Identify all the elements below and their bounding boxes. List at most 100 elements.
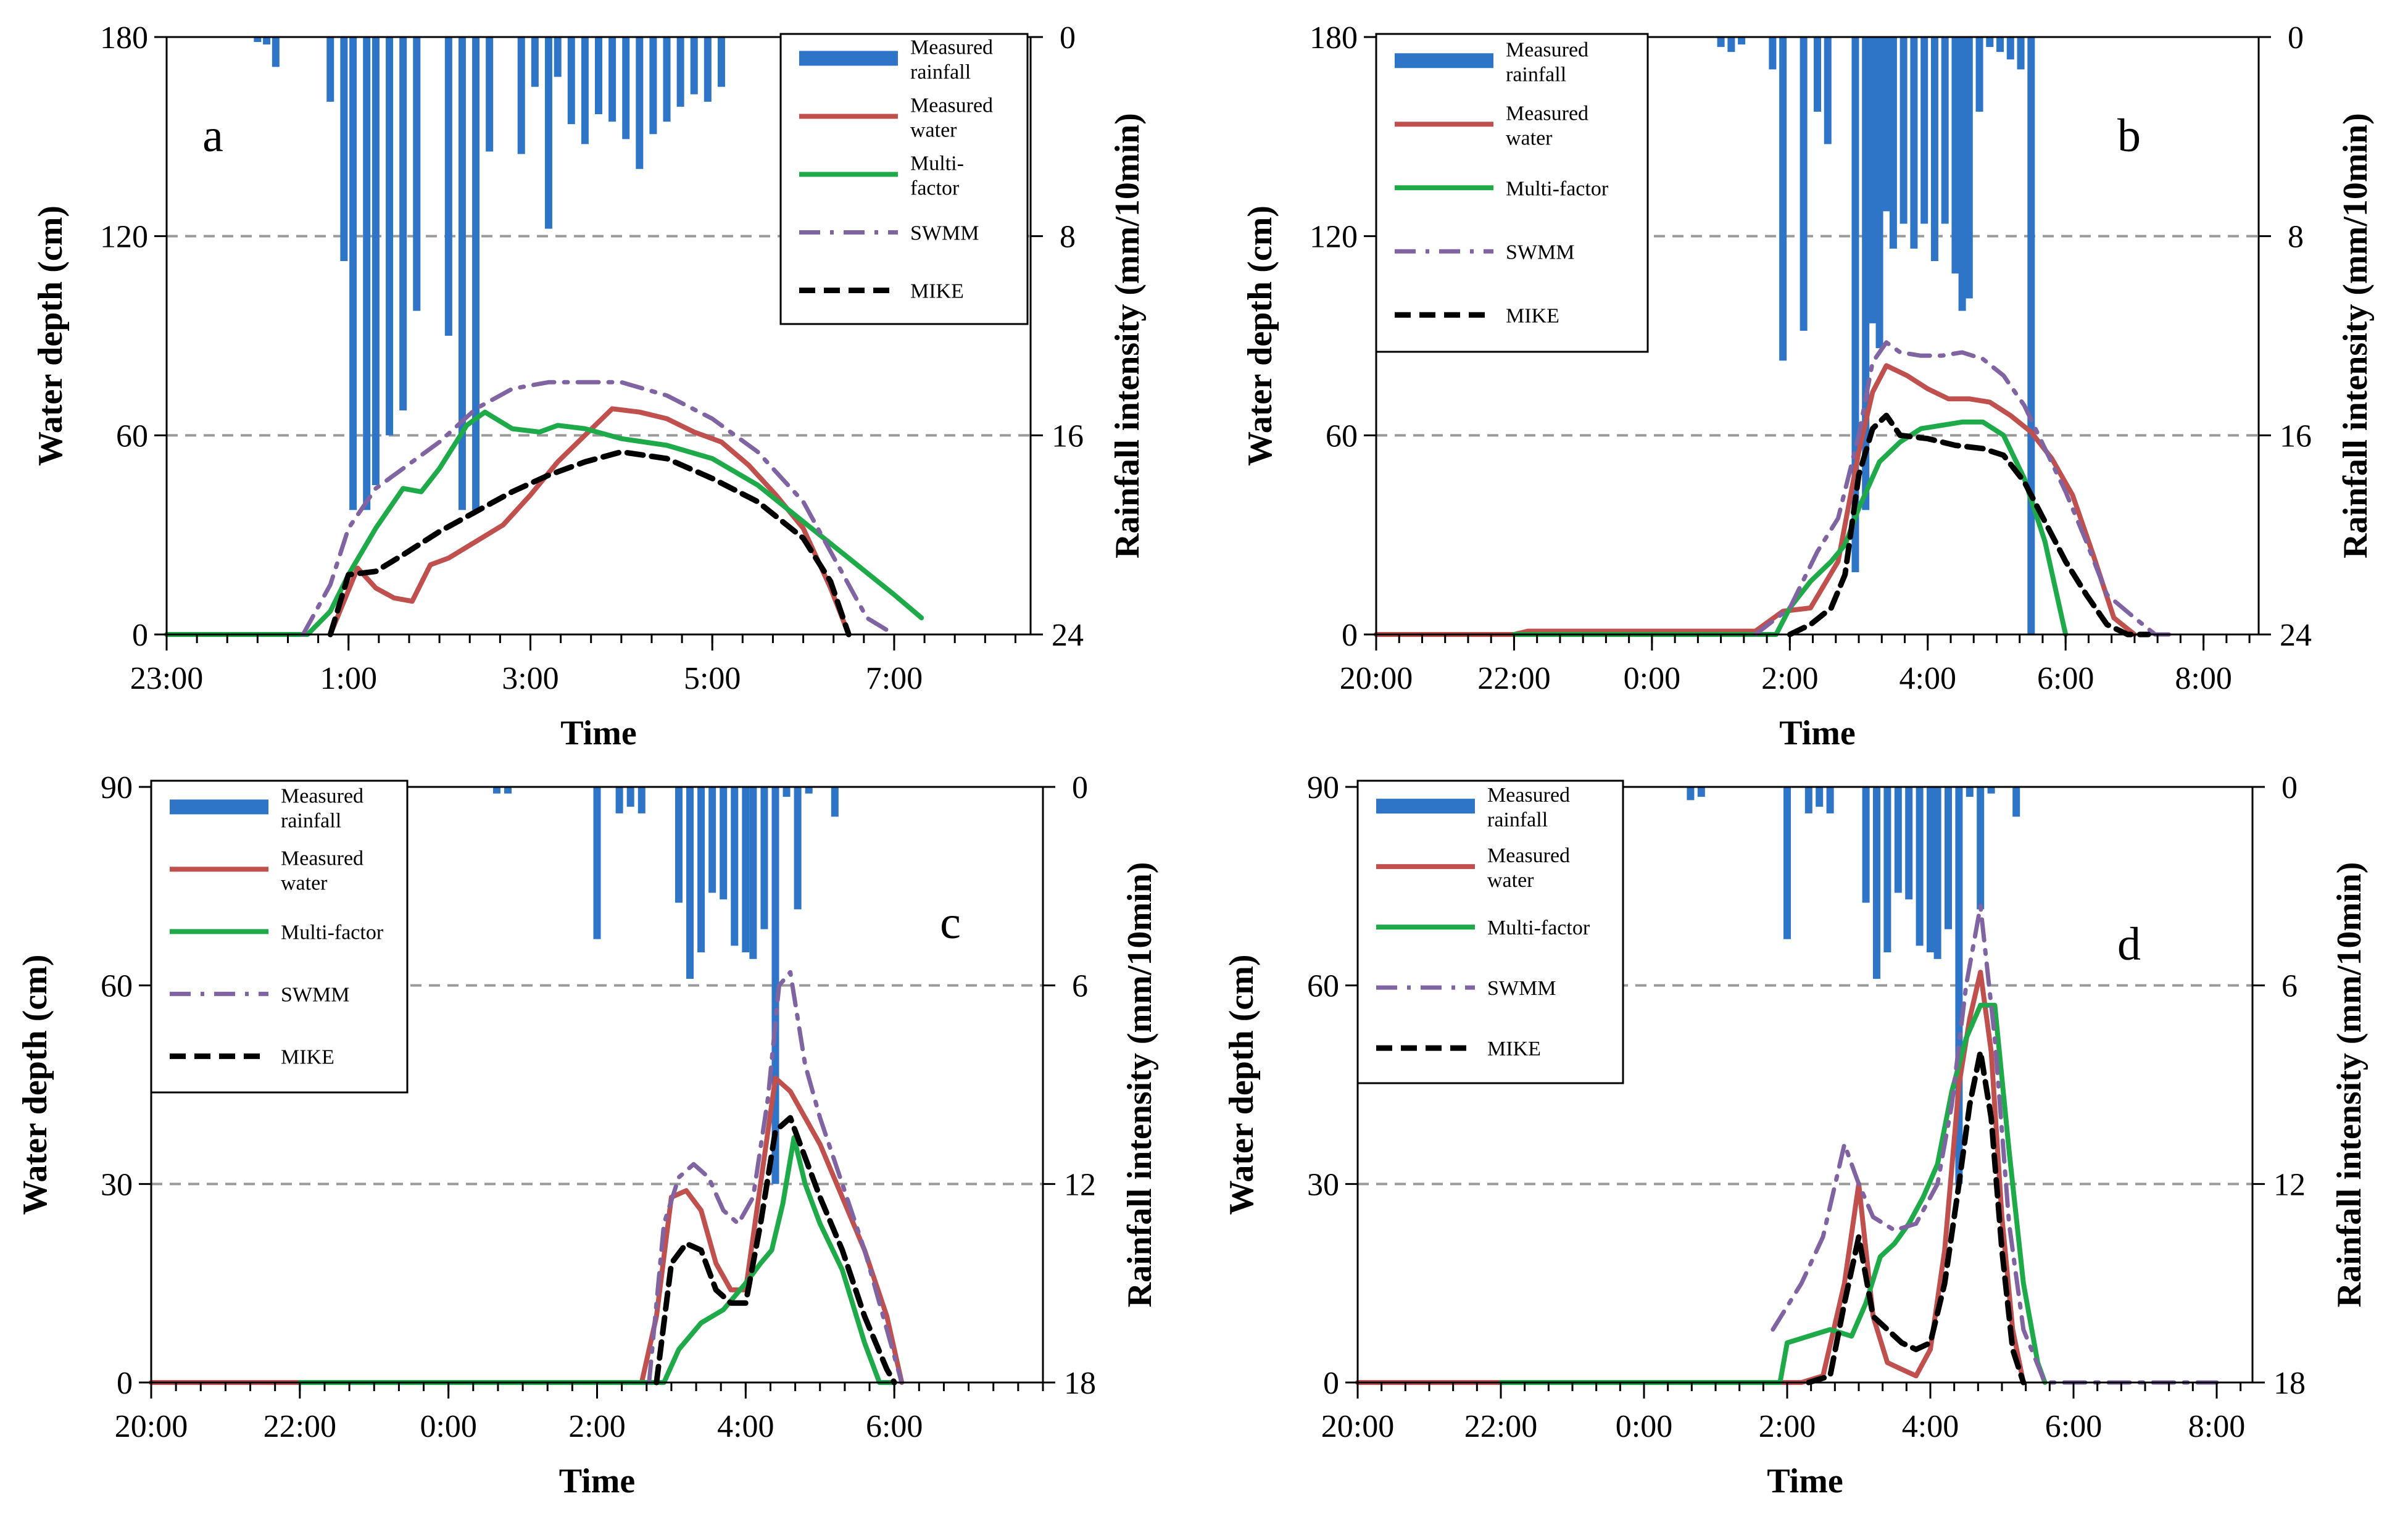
legend-label: MIKE (1506, 304, 1559, 327)
legend-label: Measured (1487, 784, 1570, 807)
legend-label: SWMM (281, 983, 349, 1006)
rainfall-bar (663, 37, 671, 122)
legend-label: Measured (281, 847, 363, 870)
rainfall-bar (1717, 37, 1725, 48)
rainfall-bar (1927, 787, 1934, 953)
x-tick-label: 2:00 (1761, 661, 1818, 696)
legend-label: SWMM (1487, 977, 1556, 1000)
y-tick-label: 30 (101, 1167, 133, 1202)
rainfall-bar (363, 37, 371, 510)
rainfall-bar (492, 787, 500, 794)
legend-label: water (1506, 127, 1553, 149)
y-axis-title: Water depth (cm) (1241, 206, 1279, 466)
rainfall-bar (749, 787, 757, 959)
rainfall-bar (1869, 37, 1877, 323)
rainfall-bar (622, 37, 630, 139)
chart-panel-a: 23:00 1:00 3:00 5:00 7:00 0 60 120 180 0 8 16 24 Wate… (31, 20, 1147, 752)
rainfall-bar (1987, 787, 1995, 794)
y-tick-label: 120 (1310, 220, 1358, 255)
rainfall-bar (1783, 787, 1791, 939)
x-tick-label: 8:00 (2175, 661, 2232, 696)
legend-box (1356, 780, 1624, 1084)
rainfall-bar (2006, 37, 2014, 60)
y2-tick-label: 24 (1052, 618, 1084, 653)
rainfall-bar (2027, 37, 2035, 634)
rainfall-bar (554, 37, 562, 77)
x-tick-label: 6:00 (866, 1409, 923, 1444)
y-tick-label: 180 (1310, 20, 1358, 56)
series-line-multi-factor (1511, 419, 2069, 637)
series-line-measured-water (328, 406, 852, 637)
rainfall-bar (794, 787, 802, 910)
rainfall-bar (1920, 37, 1928, 224)
chart-panel-b: 20:00 22:00 0:00 2:00 4:00 6:00 8:00 0 60 120 180 0… (1241, 20, 2375, 752)
y-tick-label: 30 (1307, 1167, 1339, 1202)
y2-tick-label: 18 (2273, 1366, 2306, 1401)
series-line-mike (327, 449, 852, 638)
rainfall-bar (263, 37, 271, 45)
panel-letter: d (2117, 918, 2141, 970)
legend-swatch (1376, 799, 1475, 814)
rainfall-bar (1996, 37, 2004, 52)
y2-tick-label: 6 (1072, 969, 1088, 1004)
chart-panel-c: 20:00 22:00 0:00 2:00 4:00 6:00 0 30 60 90 0 6 12 18 W… (16, 770, 1159, 1500)
rainfall-bar (504, 787, 512, 794)
rainfall-bar (675, 787, 683, 903)
rainfall-bar (1769, 37, 1777, 70)
rainfall-bar (1986, 37, 1994, 48)
rainfall-bar (1977, 787, 1985, 910)
x-tick-label: 2:00 (1759, 1409, 1816, 1444)
rainfall-bar (1966, 787, 1974, 797)
y-tick-label: 90 (101, 770, 133, 805)
legend-swatch (170, 799, 268, 815)
rainfall-bar (1894, 787, 1902, 893)
rainfall-bar (595, 37, 602, 115)
y-axis-title: Water depth (cm) (31, 206, 70, 466)
x-tick-label: 7:00 (866, 661, 923, 696)
rainfall-bar (717, 37, 725, 87)
rainfall-bar (1687, 787, 1695, 800)
rainfall-bar (326, 37, 334, 102)
x-tick-label: 22:00 (264, 1409, 336, 1444)
rainfall-bar (1958, 37, 1966, 311)
rainfall-bar (1941, 37, 1949, 224)
rainfall-bar (386, 37, 394, 436)
x-tick-label: 20:00 (1340, 661, 1413, 696)
rainfall-bar (1882, 37, 1890, 212)
x-tick-label: 0:00 (1616, 1409, 1672, 1444)
rainfall-bar (413, 37, 421, 311)
y-tick-label: 60 (1326, 418, 1358, 454)
x-axis-title: Time (1767, 1462, 1843, 1500)
y2-tick-label: 12 (2273, 1167, 2306, 1202)
series-line-swmm (1753, 340, 2178, 637)
legend-box (779, 33, 1029, 325)
series-line-mike (1787, 412, 2151, 638)
rainfall-bar (731, 787, 739, 946)
legend-label: MIKE (910, 280, 964, 302)
y2-axis-title: Rainfall intensity (mm/10min) (1108, 113, 1147, 559)
x-tick-label: 4:00 (1899, 661, 1956, 696)
rainfall-bar (581, 37, 589, 144)
rainfall-bar (1779, 37, 1787, 361)
rainfall-bar (1862, 787, 1870, 903)
rainfall-bar (2017, 37, 2025, 70)
rainfall-bar (626, 787, 634, 807)
legend-label: water (1487, 869, 1534, 892)
rainfall-bar (1873, 787, 1880, 979)
rainfall-bar (399, 37, 407, 410)
x-tick-label: 23:00 (130, 661, 203, 696)
series-line-swmm (647, 970, 904, 1385)
y-axis-title: Water depth (cm) (16, 955, 54, 1215)
legend: MeasuredrainfallMeasuredwaterMulti-facto… (1356, 780, 1624, 1084)
y2-tick-label: 16 (2280, 418, 2312, 454)
legend-label: rainfall (910, 60, 971, 83)
legend-label: Measured (281, 784, 363, 807)
rainfall-bar (649, 37, 657, 135)
x-tick-label: 6:00 (2037, 661, 2094, 696)
panel-letter: c (940, 897, 961, 949)
legend-label: MIKE (1487, 1037, 1541, 1060)
legend-label: Measured (1506, 102, 1588, 125)
legend-label: rainfall (1506, 63, 1566, 86)
rainfall-bar (349, 37, 357, 510)
legend-box (150, 780, 409, 1094)
